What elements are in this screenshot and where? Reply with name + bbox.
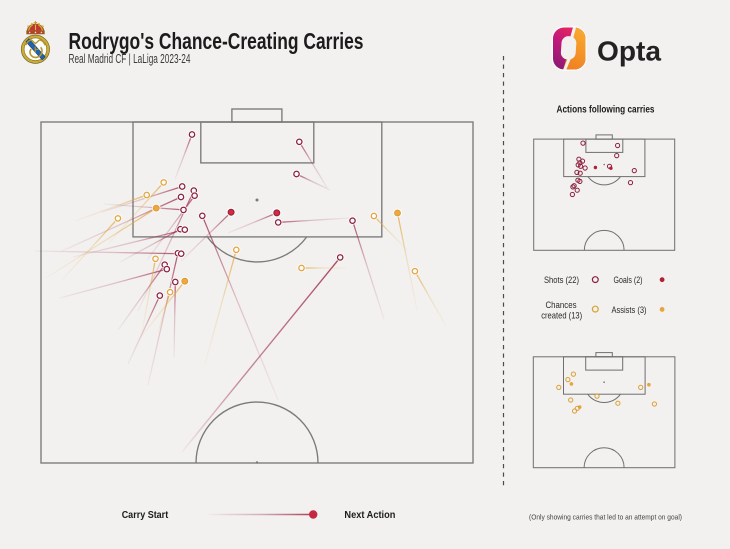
svg-text:Assists (3): Assists (3) bbox=[612, 305, 647, 315]
svg-text:Opta: Opta bbox=[597, 36, 661, 67]
svg-text:Goals (2): Goals (2) bbox=[614, 275, 643, 285]
svg-text:Next Action: Next Action bbox=[344, 509, 395, 521]
svg-text:(Only showing carries that led: (Only showing carries that led to an att… bbox=[529, 515, 682, 522]
svg-text:Rodrygo's Chance-Creating Carr: Rodrygo's Chance-Creating Carries bbox=[69, 28, 364, 54]
svg-text:Real Madrid CF | LaLiga 2023-2: Real Madrid CF | LaLiga 2023-24 bbox=[69, 51, 191, 66]
svg-text:Chances: Chances bbox=[546, 300, 577, 310]
svg-text:created (13): created (13) bbox=[541, 311, 582, 321]
svg-text:Shots (22): Shots (22) bbox=[544, 275, 579, 285]
svg-text:Actions following carries: Actions following carries bbox=[557, 104, 655, 116]
svg-text:Carry Start: Carry Start bbox=[122, 509, 169, 521]
